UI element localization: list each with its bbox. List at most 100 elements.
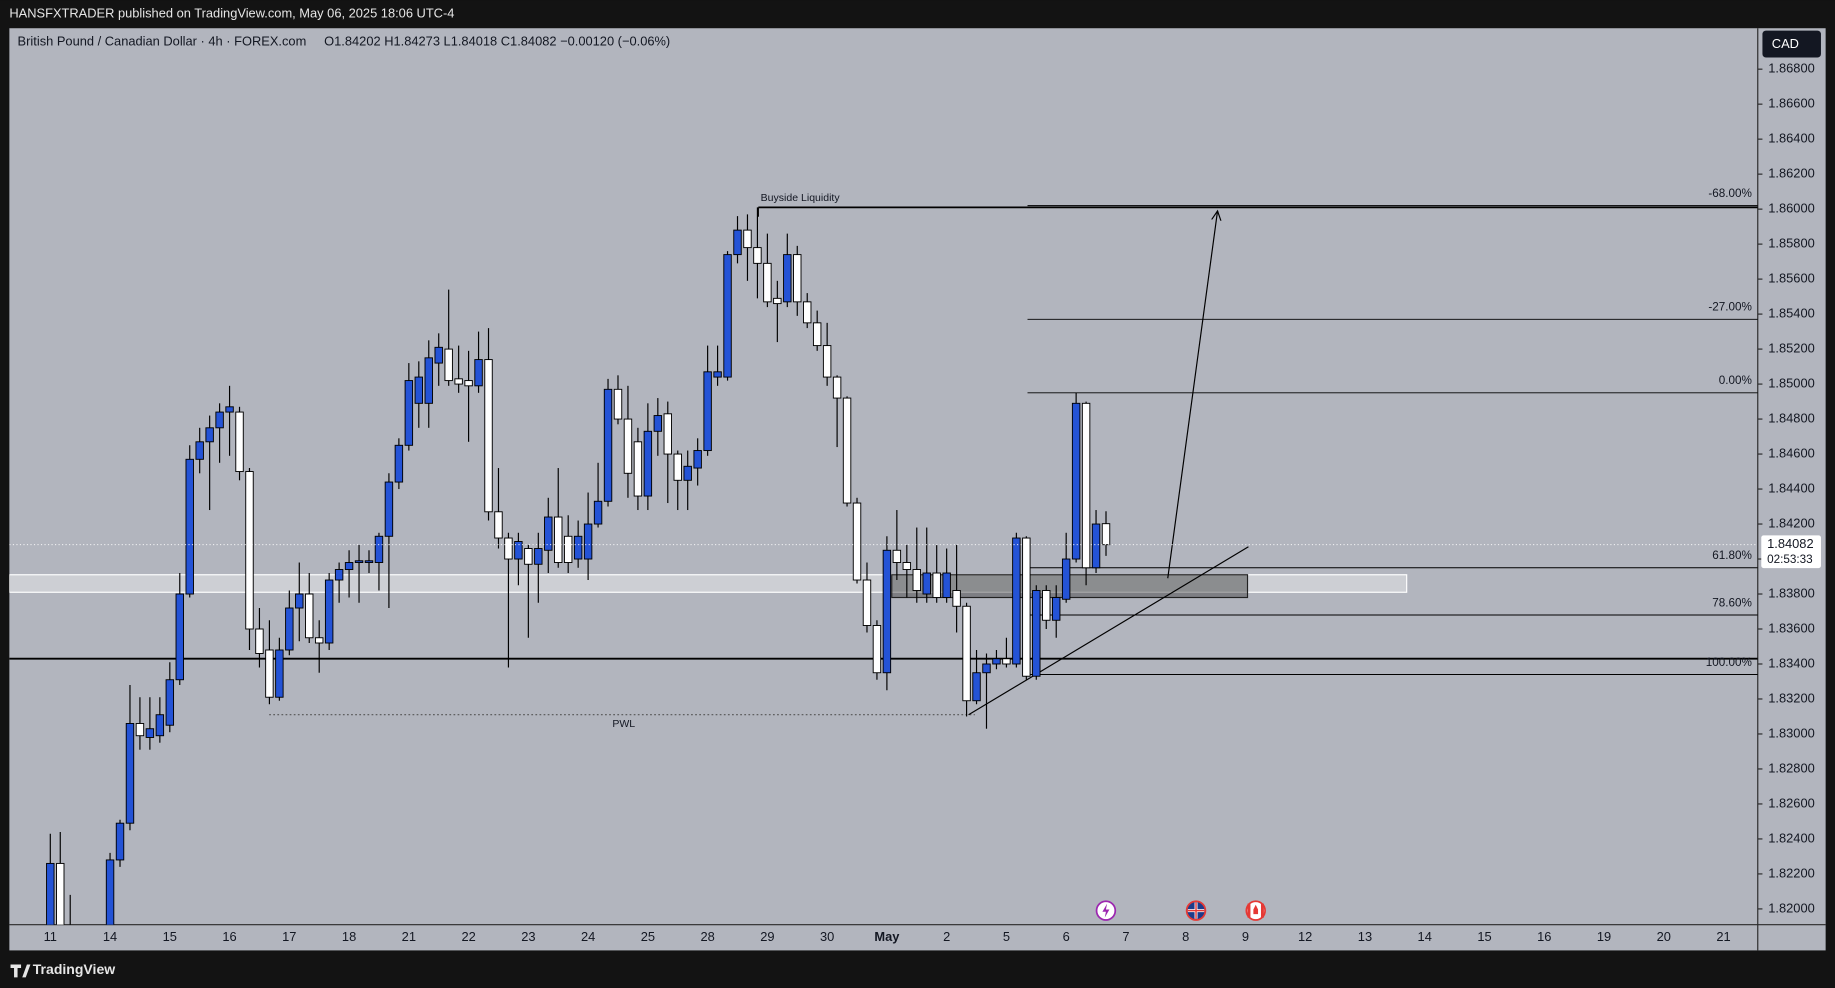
publish-info: HANSFXTRADER published on TradingView.co… bbox=[9, 6, 454, 21]
candle-body bbox=[1002, 658, 1011, 665]
candle-body bbox=[862, 579, 872, 626]
candle-body bbox=[474, 359, 483, 387]
candle-body bbox=[1071, 402, 1081, 560]
candle-body bbox=[683, 465, 692, 481]
candle-body bbox=[464, 380, 473, 387]
x-tick-label: 21 bbox=[402, 929, 416, 944]
x-tick-label: 25 bbox=[641, 929, 655, 944]
currency-button[interactable] bbox=[1762, 30, 1821, 58]
candle-body bbox=[414, 376, 424, 404]
y-tick-label: 1.83800 bbox=[1768, 585, 1814, 600]
axes: 1.86800 1.86600 1.86400 1.86200 1.86000 1.858… bbox=[44, 61, 1821, 944]
candle-body bbox=[504, 537, 513, 560]
y-tick-label: 1.85200 bbox=[1768, 340, 1814, 355]
x-tick-label: 29 bbox=[760, 929, 774, 944]
candle-body bbox=[822, 345, 832, 378]
candle-body bbox=[992, 658, 1001, 665]
candle-body bbox=[842, 397, 852, 504]
candle-body bbox=[733, 229, 742, 256]
candle-body bbox=[703, 371, 712, 452]
candle-body bbox=[793, 254, 802, 303]
candle-body bbox=[773, 297, 782, 305]
x-tick-label: 6 bbox=[1063, 929, 1070, 944]
candle-body bbox=[832, 376, 842, 399]
x-tick-label: 21 bbox=[1716, 929, 1730, 944]
y-tick-label: 1.86200 bbox=[1768, 166, 1814, 181]
fib-label: 61.80% bbox=[1712, 549, 1752, 562]
candle-body bbox=[195, 441, 204, 460]
x-tick-label: 12 bbox=[1298, 929, 1312, 944]
candle-body bbox=[912, 569, 921, 591]
candle-body bbox=[46, 862, 55, 925]
candle-body bbox=[623, 418, 633, 474]
candle-body bbox=[753, 247, 762, 264]
candle-body bbox=[962, 605, 971, 702]
pwl-label: PWL bbox=[612, 718, 635, 730]
candle-body bbox=[305, 593, 314, 639]
candle-body bbox=[1012, 537, 1021, 665]
candle-body bbox=[285, 607, 294, 651]
y-tick-label: 1.83200 bbox=[1768, 690, 1814, 705]
symbol-title: British Pound / Canadian Dollar · 4h · F… bbox=[18, 34, 307, 49]
candle-body bbox=[384, 481, 394, 537]
candle-body bbox=[673, 453, 682, 481]
candle-body bbox=[544, 516, 553, 551]
ohlc-legend: O1.84202 H1.84273 L1.84018 C1.84082 −0.0… bbox=[324, 34, 670, 49]
buyside-label: Buyside Liquidity bbox=[761, 192, 841, 204]
y-tick-label: 1.84200 bbox=[1768, 515, 1814, 530]
candle-body bbox=[583, 523, 593, 560]
candle-body bbox=[175, 593, 184, 681]
candle-body bbox=[763, 262, 772, 303]
currency-label[interactable]: CAD bbox=[1772, 36, 1799, 51]
candle-body bbox=[524, 548, 533, 565]
candle-body bbox=[982, 663, 991, 674]
event-icons bbox=[1095, 900, 1266, 921]
x-tick-label: 22 bbox=[461, 929, 475, 944]
candle-body bbox=[1081, 402, 1091, 569]
fib-label: 78.60% bbox=[1712, 596, 1752, 609]
candle-body bbox=[155, 714, 165, 737]
brand-logo: TradingView bbox=[10, 961, 115, 978]
brand-name: TradingView bbox=[33, 961, 115, 977]
y-tick-label: 1.86000 bbox=[1768, 201, 1814, 216]
candle-body bbox=[295, 593, 304, 609]
candle-body bbox=[872, 625, 882, 674]
fib-label: -27.00% bbox=[1708, 301, 1752, 314]
candle-body bbox=[573, 535, 583, 560]
x-tick-label: 19 bbox=[1597, 929, 1611, 944]
x-tick-label: 14 bbox=[1418, 929, 1432, 944]
x-tick-label: May bbox=[874, 929, 900, 944]
x-tick-label: 28 bbox=[700, 929, 714, 944]
y-tick-label: 1.82200 bbox=[1768, 865, 1814, 880]
candle-body bbox=[613, 388, 623, 420]
candle-body bbox=[554, 516, 563, 563]
x-tick-label: 11 bbox=[44, 929, 57, 944]
countdown-label: 02:53:33 bbox=[1767, 553, 1812, 566]
projection-arrow bbox=[1167, 211, 1218, 579]
candle-body bbox=[1051, 597, 1061, 621]
y-tick-label: 1.85800 bbox=[1768, 236, 1814, 251]
candle-body bbox=[275, 649, 284, 698]
candle-body bbox=[932, 572, 941, 598]
y-tick-label: 1.86400 bbox=[1768, 131, 1814, 146]
candle-body bbox=[334, 569, 344, 581]
candle-body bbox=[484, 359, 493, 513]
y-tick-label: 1.82400 bbox=[1768, 830, 1814, 845]
candle-body bbox=[563, 535, 573, 563]
candle-body bbox=[265, 649, 274, 698]
y-tick-label: 1.82600 bbox=[1768, 795, 1814, 810]
candle-body bbox=[743, 229, 752, 249]
candle-body bbox=[374, 535, 384, 563]
candle-body bbox=[1061, 558, 1071, 600]
last-price-box bbox=[1761, 535, 1821, 569]
candle-body bbox=[633, 441, 643, 497]
candle-body bbox=[404, 380, 414, 446]
candle-body bbox=[1101, 523, 1111, 546]
y-tick-label: 1.86600 bbox=[1768, 96, 1814, 111]
candle-body bbox=[1032, 590, 1041, 677]
candle-body bbox=[215, 411, 224, 429]
x-tick-label: 24 bbox=[581, 929, 595, 944]
x-tick-label: 20 bbox=[1657, 929, 1671, 944]
candle-body bbox=[693, 450, 702, 469]
